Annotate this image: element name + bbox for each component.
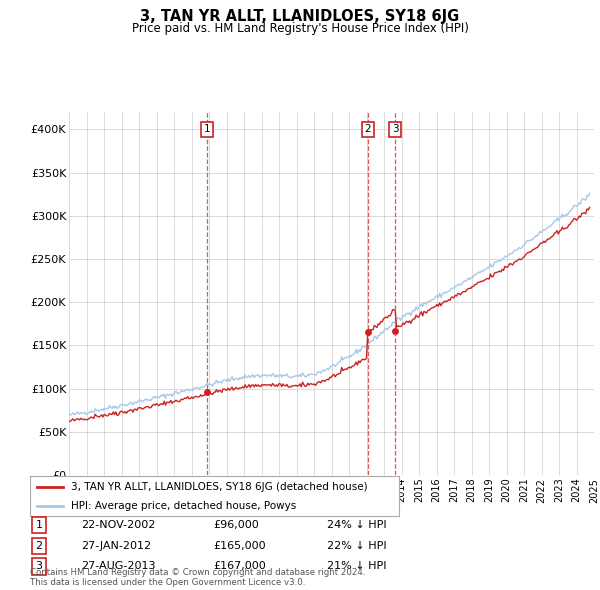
Text: 27-AUG-2013: 27-AUG-2013 — [81, 562, 155, 571]
Text: Price paid vs. HM Land Registry's House Price Index (HPI): Price paid vs. HM Land Registry's House … — [131, 22, 469, 35]
Text: 24% ↓ HPI: 24% ↓ HPI — [327, 520, 386, 530]
Text: 1: 1 — [35, 520, 43, 530]
Text: 2: 2 — [364, 124, 371, 135]
Text: 3, TAN YR ALLT, LLANIDLOES, SY18 6JG: 3, TAN YR ALLT, LLANIDLOES, SY18 6JG — [140, 9, 460, 24]
Text: 22% ↓ HPI: 22% ↓ HPI — [327, 541, 386, 550]
Text: 3: 3 — [392, 124, 398, 135]
Text: 3, TAN YR ALLT, LLANIDLOES, SY18 6JG (detached house): 3, TAN YR ALLT, LLANIDLOES, SY18 6JG (de… — [71, 482, 367, 492]
Text: Contains HM Land Registry data © Crown copyright and database right 2024.
This d: Contains HM Land Registry data © Crown c… — [30, 568, 365, 587]
Text: £165,000: £165,000 — [213, 541, 266, 550]
Text: 1: 1 — [204, 124, 211, 135]
Text: £167,000: £167,000 — [213, 562, 266, 571]
Text: £96,000: £96,000 — [213, 520, 259, 530]
Text: HPI: Average price, detached house, Powys: HPI: Average price, detached house, Powy… — [71, 502, 296, 511]
Text: 21% ↓ HPI: 21% ↓ HPI — [327, 562, 386, 571]
Text: 2: 2 — [35, 541, 43, 550]
Text: 3: 3 — [35, 562, 43, 571]
Text: 22-NOV-2002: 22-NOV-2002 — [81, 520, 155, 530]
Text: 27-JAN-2012: 27-JAN-2012 — [81, 541, 151, 550]
